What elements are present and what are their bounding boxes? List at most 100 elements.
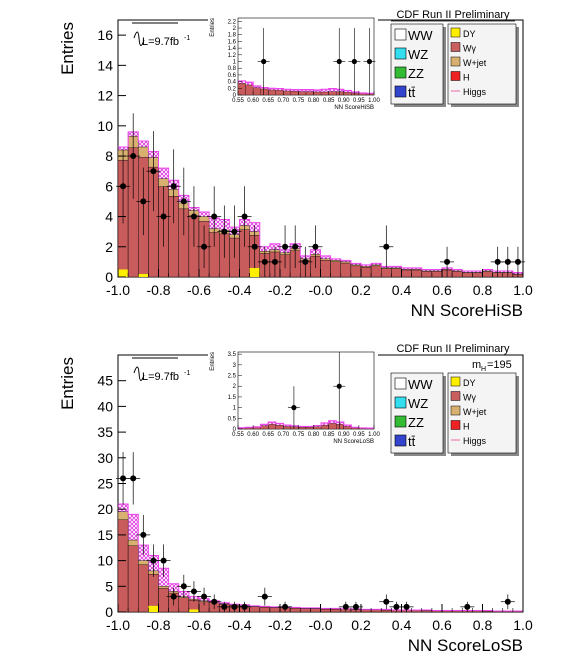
- wgamma-bar: [330, 261, 341, 278]
- legend-label: ZZ: [408, 415, 424, 430]
- legend-label: Wγ: [463, 393, 476, 403]
- legend-swatch: [450, 420, 461, 430]
- data-point: [231, 603, 238, 610]
- inset-x-tick-label: 0.75: [293, 98, 305, 104]
- y-tick-label: 16: [97, 27, 113, 43]
- inset-bkg-bar: [313, 426, 322, 430]
- wgamma-bar: [310, 608, 321, 613]
- data-point: [312, 243, 319, 250]
- dy-bar: [249, 267, 260, 277]
- y-axis-title: Entries: [58, 357, 77, 410]
- inset-y-tick-label: 1.4: [228, 46, 237, 52]
- data-point: [140, 198, 147, 205]
- data-point: [120, 475, 127, 482]
- legend-label: WZ: [408, 396, 428, 411]
- inset-x-tick-label: 0.85: [323, 98, 335, 104]
- mass-value: =195: [487, 359, 512, 371]
- inset-y-tick-label: 1: [233, 60, 237, 66]
- legend-label: DY: [463, 29, 476, 39]
- inset-y-title: Entries: [210, 352, 216, 371]
- wgamma-bar: [289, 608, 301, 613]
- data-point: [514, 258, 521, 265]
- x-tick-label: -0.2: [268, 617, 292, 633]
- data-point: [342, 603, 349, 610]
- inset-x-tick-label: 0.95: [353, 432, 365, 438]
- wgamma-bar: [320, 608, 331, 613]
- inset-y-tick-label: 0: [233, 93, 237, 99]
- inset-y-tick-label: 1.5: [228, 395, 237, 401]
- legend-swatch: [450, 56, 461, 67]
- x-tick-label: 0.8: [473, 282, 493, 298]
- inset-y-tick-label: 2: [233, 384, 237, 390]
- legend-label: Higgs: [463, 87, 487, 97]
- wgamma-bar: [158, 588, 169, 613]
- lumi-superscript: -1: [184, 35, 190, 42]
- y-tick-label: 0: [105, 604, 113, 620]
- x-tick-label: -1.0: [106, 282, 130, 298]
- legend-label: H: [463, 422, 470, 432]
- inset-x-tick-label: 1.00: [368, 98, 380, 104]
- inset-x-tick-label: 0.65: [262, 432, 274, 438]
- inset-bkg-bar: [320, 424, 329, 430]
- wgamma-bar: [259, 607, 271, 613]
- legend-swatch: [450, 376, 461, 387]
- data-point: [130, 153, 137, 160]
- x-tick-label: 1.0: [513, 617, 533, 633]
- integral-icon: [133, 366, 145, 381]
- x-tick-label: -0.0: [308, 282, 332, 298]
- inset-bkg-bar: [336, 91, 344, 96]
- legend-swatch: [394, 434, 407, 447]
- inset-y-tick-label: 0.5: [228, 416, 237, 422]
- inset-bkg-bar: [305, 91, 314, 96]
- wgamma-bar: [127, 545, 139, 613]
- data-point: [261, 258, 268, 265]
- x-tick-label: -0.0: [308, 617, 332, 633]
- data-point: [271, 258, 278, 265]
- x-tick-label: -0.8: [146, 282, 170, 298]
- wgamma-bar: [482, 610, 493, 613]
- mass-label: m: [472, 359, 481, 371]
- data-point: [221, 228, 228, 235]
- inset-bkg-bar: [252, 87, 261, 96]
- data-point: [383, 243, 390, 250]
- data-point: [393, 603, 400, 610]
- data-point: [130, 475, 137, 482]
- legend-label: W+jet: [463, 407, 487, 417]
- data-point: [282, 243, 289, 250]
- legend-label: W+jet: [463, 58, 487, 68]
- inset-y-tick-label: 2: [233, 26, 237, 32]
- dy-bar: [118, 269, 129, 277]
- y-tick-label: 15: [97, 527, 113, 543]
- data-point: [180, 583, 187, 590]
- wgamma-bar: [340, 262, 352, 278]
- wgamma-bar: [482, 271, 493, 278]
- legend-swatch: [450, 71, 461, 81]
- inset-x-tick-label: 0.90: [338, 432, 350, 438]
- data-point: [251, 243, 258, 250]
- integral-icon: [133, 31, 145, 46]
- legend-label: tt̄: [408, 85, 416, 100]
- header-text: CDF Run II Preliminary: [396, 9, 510, 21]
- data-point: [302, 258, 309, 265]
- wgamma-bar: [401, 269, 412, 278]
- data-point: [241, 603, 248, 610]
- wgamma-bar: [462, 272, 473, 278]
- x-tick-label: -0.4: [227, 282, 251, 298]
- x-tick-label: -0.6: [187, 617, 211, 633]
- mass-sub: H: [481, 366, 486, 373]
- inset-bkg-bar: [275, 90, 284, 96]
- y-axis-title: Entries: [58, 22, 77, 75]
- data-point: [464, 603, 471, 610]
- inset-x-tick-label: 0.55: [232, 98, 244, 104]
- data-point: [241, 213, 248, 220]
- data-point: [403, 603, 410, 610]
- inset-bkg-bar: [237, 83, 246, 96]
- inset-x-tick-label: 0.55: [232, 432, 244, 438]
- losb-panel: -1.0 -0.8 -0.6 -0.4 -0.2 -0.0 0.2 0.4 0.6 0.8 1.00…: [58, 343, 533, 655]
- inset-y-tick-label: 0.6: [228, 73, 237, 79]
- inset-bkg-bar: [343, 92, 352, 96]
- legend-label: WW: [408, 377, 433, 392]
- data-point: [201, 243, 208, 250]
- wgamma-bar: [117, 519, 129, 613]
- data-point: [150, 557, 157, 564]
